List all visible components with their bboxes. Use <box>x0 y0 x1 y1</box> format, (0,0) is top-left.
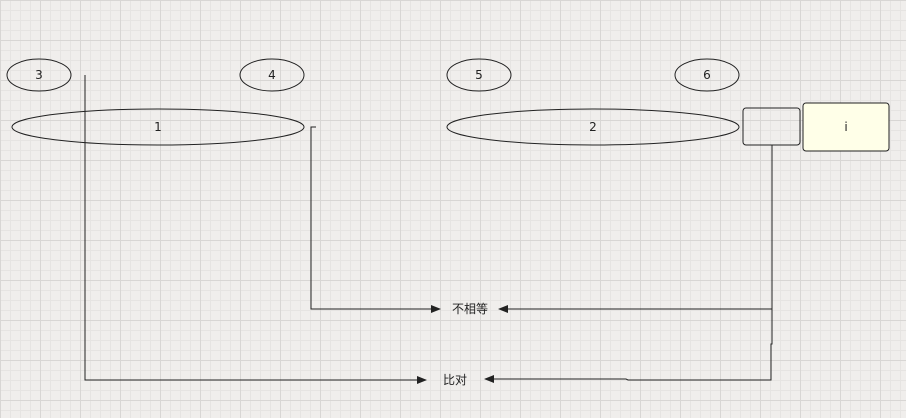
node-label-2: 2 <box>589 120 597 134</box>
node-label-1: 1 <box>154 120 162 134</box>
node-ellipse-3[interactable]: 3 <box>6 58 72 92</box>
connector-3-to-compare <box>84 75 427 384</box>
node-box-i[interactable]: i <box>802 102 890 152</box>
node-label-5: 5 <box>475 68 483 82</box>
node-label-i: i <box>844 120 847 134</box>
label-not-equal: 不相等 <box>452 302 488 316</box>
node-label-4: 4 <box>268 68 276 82</box>
node-ellipse-2[interactable]: 2 <box>446 108 740 146</box>
node-box-blank[interactable] <box>742 107 801 146</box>
connector-box-to-not-equal <box>498 145 773 313</box>
node-ellipse-5[interactable]: 5 <box>446 58 512 92</box>
node-ellipse-1[interactable]: 1 <box>11 108 305 146</box>
connector-box-to-compare <box>484 309 773 383</box>
node-ellipse-4[interactable]: 4 <box>239 58 305 92</box>
label-compare: 比对 <box>443 373 467 387</box>
node-label-3: 3 <box>35 68 43 82</box>
connector-1-to-not-equal <box>310 126 441 313</box>
node-label-6: 6 <box>703 68 711 82</box>
node-ellipse-6[interactable]: 6 <box>674 58 740 92</box>
